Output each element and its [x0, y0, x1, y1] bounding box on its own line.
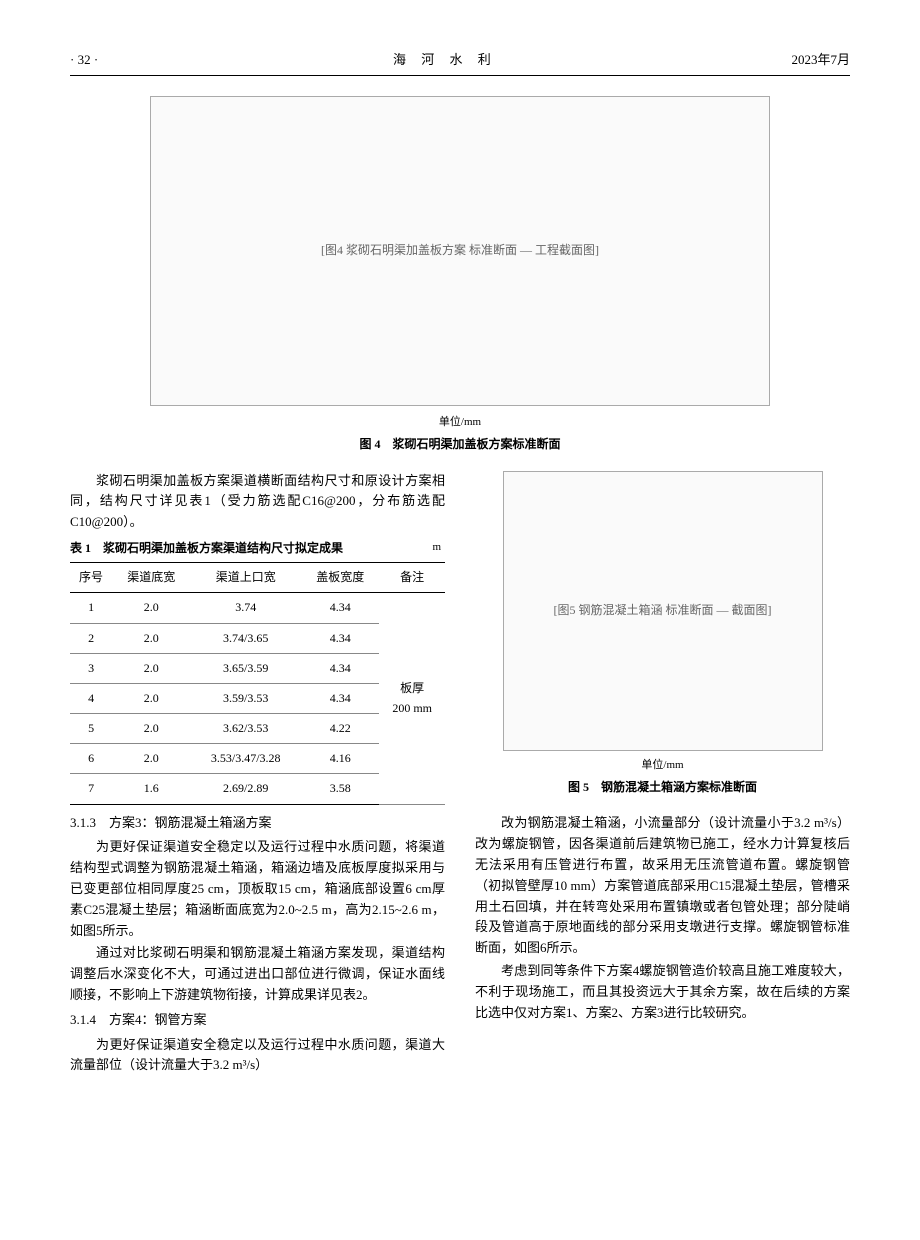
table-cell: 4.34 — [301, 623, 379, 653]
table-cell: 7 — [70, 774, 112, 804]
section-3-1-4-heading: 3.1.4 方案4：钢管方案 — [70, 1010, 445, 1031]
table-cell: 2.0 — [112, 744, 190, 774]
table-cell: 3 — [70, 653, 112, 683]
table-cell: 2.0 — [112, 593, 190, 623]
table-cell: 2.0 — [112, 714, 190, 744]
figure-5-caption: 图 5 钢筋混凝土箱涵方案标准断面 — [475, 778, 850, 797]
table-row: 12.03.744.34板厚 200 mm — [70, 593, 445, 623]
table-header-cell: 渠道上口宽 — [190, 563, 301, 593]
table-cell: 3.53/3.47/3.28 — [190, 744, 301, 774]
body-columns: 浆砌石明渠加盖板方案渠道横断面结构尺寸和原设计方案相同，结构尺寸详见表1（受力筋… — [70, 471, 850, 1079]
figure-5-diagram: [图5 钢筋混凝土箱涵 标准断面 — 截面图] — [503, 471, 823, 751]
table-cell: 4.34 — [301, 653, 379, 683]
table-header-cell: 序号 — [70, 563, 112, 593]
table-cell: 4.34 — [301, 683, 379, 713]
table-cell: 3.65/3.59 — [190, 653, 301, 683]
table-cell: 2.0 — [112, 623, 190, 653]
figure-4-unit: 单位/mm — [70, 414, 850, 432]
table-1-title-text: 表 1 浆砌石明渠加盖板方案渠道结构尺寸拟定成果 — [70, 541, 343, 555]
table-cell: 3.62/3.53 — [190, 714, 301, 744]
table-cell: 3.58 — [301, 774, 379, 804]
section-3-1-4-p1: 为更好保证渠道安全稳定以及运行过程中水质问题，渠道大流量部位（设计流量大于3.2… — [70, 1035, 445, 1077]
figure-4-caption: 图 4 浆砌石明渠加盖板方案标准断面 — [70, 435, 850, 454]
table-cell: 2.69/2.89 — [190, 774, 301, 804]
figure-4-diagram: [图4 浆砌石明渠加盖板方案 标准断面 — 工程截面图] — [150, 96, 770, 406]
table-remark-cell: 板厚 200 mm — [379, 593, 445, 804]
figure-5-placeholder-text: [图5 钢筋混凝土箱涵 标准断面 — 截面图] — [554, 601, 772, 620]
table-cell: 3.74/3.65 — [190, 623, 301, 653]
section-3-1-3-p2: 通过对比浆砌石明渠和钢筋混凝土箱涵方案发现，渠道结构调整后水深变化不大，可通过进… — [70, 943, 445, 1005]
table-cell: 2 — [70, 623, 112, 653]
page-number: · 32 · — [70, 50, 98, 71]
table-cell: 4.34 — [301, 593, 379, 623]
figure-5-unit: 单位/mm — [475, 757, 850, 775]
figure-4-placeholder-text: [图4 浆砌石明渠加盖板方案 标准断面 — 工程截面图] — [321, 241, 599, 260]
para-top: 浆砌石明渠加盖板方案渠道横断面结构尺寸和原设计方案相同，结构尺寸详见表1（受力筋… — [70, 471, 445, 533]
table-cell: 2.0 — [112, 653, 190, 683]
table-header-cell: 渠道底宽 — [112, 563, 190, 593]
section-3-1-3-heading: 3.1.3 方案3：钢筋混凝土箱涵方案 — [70, 813, 445, 834]
right-column: [图5 钢筋混凝土箱涵 标准断面 — 截面图] 单位/mm 图 5 钢筋混凝土箱… — [475, 471, 850, 1079]
journal-title: 海 河 水 利 — [393, 50, 497, 71]
right-p1: 改为钢筋混凝土箱涵，小流量部分（设计流量小于3.2 m³/s）改为螺旋钢管，因各… — [475, 813, 850, 959]
issue-date: 2023年7月 — [791, 50, 850, 71]
table-cell: 5 — [70, 714, 112, 744]
table-cell: 4.22 — [301, 714, 379, 744]
table-cell: 6 — [70, 744, 112, 774]
table-cell: 3.59/3.53 — [190, 683, 301, 713]
table-1-title: 表 1 浆砌石明渠加盖板方案渠道结构尺寸拟定成果 m — [70, 539, 445, 558]
section-3-1-3-p1: 为更好保证渠道安全稳定以及运行过程中水质问题，将渠道结构型式调整为钢筋混凝土箱涵… — [70, 837, 445, 941]
table-cell: 2.0 — [112, 683, 190, 713]
table-1-unit: m — [432, 539, 445, 557]
table-header-cell: 备注 — [379, 563, 445, 593]
page-header: · 32 · 海 河 水 利 2023年7月 — [70, 50, 850, 76]
table-cell: 1.6 — [112, 774, 190, 804]
table-cell: 4 — [70, 683, 112, 713]
table-cell: 1 — [70, 593, 112, 623]
table-cell: 3.74 — [190, 593, 301, 623]
table-cell: 4.16 — [301, 744, 379, 774]
left-column: 浆砌石明渠加盖板方案渠道横断面结构尺寸和原设计方案相同，结构尺寸详见表1（受力筋… — [70, 471, 445, 1079]
table-1: 序号渠道底宽渠道上口宽盖板宽度备注 12.03.744.34板厚 200 mm2… — [70, 562, 445, 805]
right-p2: 考虑到同等条件下方案4螺旋钢管造价较高且施工难度较大，不利于现场施工，而且其投资… — [475, 961, 850, 1023]
table-header-cell: 盖板宽度 — [301, 563, 379, 593]
